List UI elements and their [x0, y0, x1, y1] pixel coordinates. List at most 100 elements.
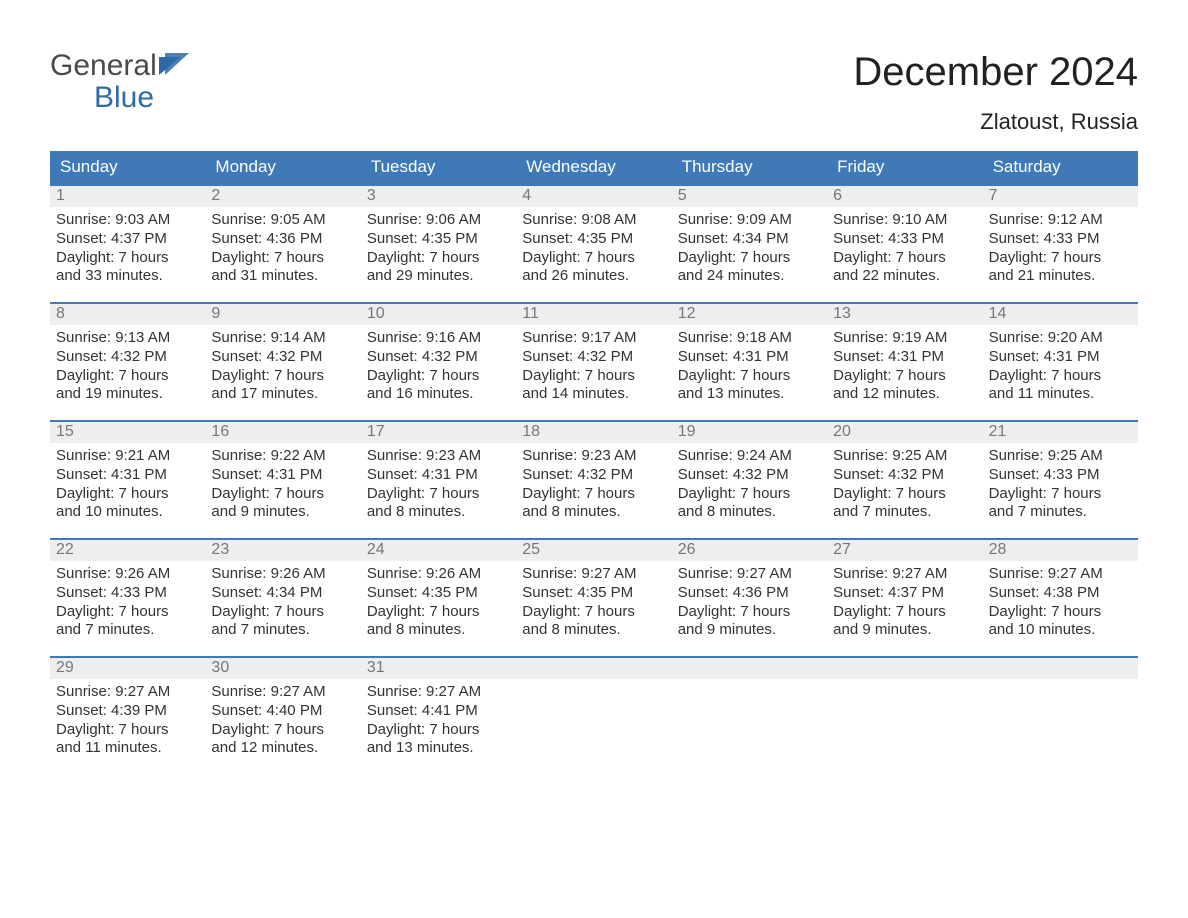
- calendar-day-cell: 20Sunrise: 9:25 AMSunset: 4:32 PMDayligh…: [827, 422, 982, 522]
- daylight-line: Daylight: 7 hours: [211, 367, 354, 386]
- day-number: 17: [361, 422, 516, 443]
- sunrise-line: Sunrise: 9:24 AM: [678, 447, 821, 466]
- day-body: Sunrise: 9:20 AMSunset: 4:31 PMDaylight:…: [983, 325, 1138, 404]
- sunset-line: Sunset: 4:36 PM: [211, 230, 354, 249]
- calendar: SundayMondayTuesdayWednesdayThursdayFrid…: [50, 151, 1138, 758]
- day-number: 12: [672, 304, 827, 325]
- daylight-line: Daylight: 7 hours: [211, 603, 354, 622]
- calendar-day-cell: 16Sunrise: 9:22 AMSunset: 4:31 PMDayligh…: [205, 422, 360, 522]
- calendar-day-cell: 27Sunrise: 9:27 AMSunset: 4:37 PMDayligh…: [827, 540, 982, 640]
- daylight-line: Daylight: 7 hours: [522, 603, 665, 622]
- calendar-day-cell: 22Sunrise: 9:26 AMSunset: 4:33 PMDayligh…: [50, 540, 205, 640]
- daylight-line: and 22 minutes.: [833, 267, 976, 286]
- daylight-line: Daylight: 7 hours: [989, 367, 1132, 386]
- daylight-line: Daylight: 7 hours: [678, 485, 821, 504]
- day-body: Sunrise: 9:06 AMSunset: 4:35 PMDaylight:…: [361, 207, 516, 286]
- sunrise-line: Sunrise: 9:09 AM: [678, 211, 821, 230]
- sunrise-line: Sunrise: 9:05 AM: [211, 211, 354, 230]
- daylight-line: Daylight: 7 hours: [522, 249, 665, 268]
- daylight-line: Daylight: 7 hours: [678, 367, 821, 386]
- daylight-line: and 17 minutes.: [211, 385, 354, 404]
- sunrise-line: Sunrise: 9:06 AM: [367, 211, 510, 230]
- day-number: 24: [361, 540, 516, 561]
- day-body: Sunrise: 9:10 AMSunset: 4:33 PMDaylight:…: [827, 207, 982, 286]
- sunrise-line: Sunrise: 9:10 AM: [833, 211, 976, 230]
- day-of-week-cell: Saturday: [983, 151, 1138, 184]
- day-body: Sunrise: 9:27 AMSunset: 4:35 PMDaylight:…: [516, 561, 671, 640]
- day-number: 29: [50, 658, 205, 679]
- calendar-day-cell: 6Sunrise: 9:10 AMSunset: 4:33 PMDaylight…: [827, 186, 982, 286]
- daylight-line: and 13 minutes.: [678, 385, 821, 404]
- sunset-line: Sunset: 4:32 PM: [211, 348, 354, 367]
- day-body: Sunrise: 9:12 AMSunset: 4:33 PMDaylight:…: [983, 207, 1138, 286]
- calendar-day-cell: 10Sunrise: 9:16 AMSunset: 4:32 PMDayligh…: [361, 304, 516, 404]
- day-number: 27: [827, 540, 982, 561]
- calendar-day-cell: 8Sunrise: 9:13 AMSunset: 4:32 PMDaylight…: [50, 304, 205, 404]
- daylight-line: and 10 minutes.: [989, 621, 1132, 640]
- calendar-day-cell: 18Sunrise: 9:23 AMSunset: 4:32 PMDayligh…: [516, 422, 671, 522]
- daylight-line: and 24 minutes.: [678, 267, 821, 286]
- calendar-day-cell: 11Sunrise: 9:17 AMSunset: 4:32 PMDayligh…: [516, 304, 671, 404]
- daylight-line: Daylight: 7 hours: [367, 367, 510, 386]
- day-number: 19: [672, 422, 827, 443]
- day-body: Sunrise: 9:18 AMSunset: 4:31 PMDaylight:…: [672, 325, 827, 404]
- day-body: Sunrise: 9:27 AMSunset: 4:41 PMDaylight:…: [361, 679, 516, 758]
- day-body: Sunrise: 9:17 AMSunset: 4:32 PMDaylight:…: [516, 325, 671, 404]
- title-block: December 2024 Zlatoust, Russia: [853, 50, 1138, 135]
- sunset-line: Sunset: 4:32 PM: [56, 348, 199, 367]
- day-number: 21: [983, 422, 1138, 443]
- sunset-line: Sunset: 4:31 PM: [367, 466, 510, 485]
- sunrise-line: Sunrise: 9:23 AM: [367, 447, 510, 466]
- day-number: 31: [361, 658, 516, 679]
- sunrise-line: Sunrise: 9:19 AM: [833, 329, 976, 348]
- calendar-day-cell: 3Sunrise: 9:06 AMSunset: 4:35 PMDaylight…: [361, 186, 516, 286]
- day-number-empty: [983, 658, 1138, 679]
- daylight-line: Daylight: 7 hours: [211, 485, 354, 504]
- daylight-line: Daylight: 7 hours: [833, 367, 976, 386]
- day-number: 22: [50, 540, 205, 561]
- day-number: 26: [672, 540, 827, 561]
- day-number: 18: [516, 422, 671, 443]
- sunset-line: Sunset: 4:35 PM: [522, 584, 665, 603]
- daylight-line: Daylight: 7 hours: [678, 603, 821, 622]
- daylight-line: Daylight: 7 hours: [989, 249, 1132, 268]
- daylight-line: Daylight: 7 hours: [833, 603, 976, 622]
- day-body: Sunrise: 9:26 AMSunset: 4:35 PMDaylight:…: [361, 561, 516, 640]
- sunset-line: Sunset: 4:37 PM: [56, 230, 199, 249]
- day-body: Sunrise: 9:16 AMSunset: 4:32 PMDaylight:…: [361, 325, 516, 404]
- sunset-line: Sunset: 4:34 PM: [211, 584, 354, 603]
- day-number: 9: [205, 304, 360, 325]
- sunrise-line: Sunrise: 9:08 AM: [522, 211, 665, 230]
- sunset-line: Sunset: 4:32 PM: [522, 466, 665, 485]
- day-number: 23: [205, 540, 360, 561]
- sunset-line: Sunset: 4:33 PM: [833, 230, 976, 249]
- calendar-day-cell: 30Sunrise: 9:27 AMSunset: 4:40 PMDayligh…: [205, 658, 360, 758]
- calendar-day-cell: 29Sunrise: 9:27 AMSunset: 4:39 PMDayligh…: [50, 658, 205, 758]
- daylight-line: and 12 minutes.: [211, 739, 354, 758]
- sunrise-line: Sunrise: 9:27 AM: [367, 683, 510, 702]
- daylight-line: Daylight: 7 hours: [522, 485, 665, 504]
- calendar-day-cell: 1Sunrise: 9:03 AMSunset: 4:37 PMDaylight…: [50, 186, 205, 286]
- sunrise-line: Sunrise: 9:18 AM: [678, 329, 821, 348]
- logo-text-general: General: [50, 50, 157, 82]
- location-label: Zlatoust, Russia: [853, 109, 1138, 135]
- daylight-line: and 8 minutes.: [367, 621, 510, 640]
- day-body: Sunrise: 9:14 AMSunset: 4:32 PMDaylight:…: [205, 325, 360, 404]
- daylight-line: Daylight: 7 hours: [56, 367, 199, 386]
- day-number-empty: [516, 658, 671, 679]
- daylight-line: and 26 minutes.: [522, 267, 665, 286]
- day-body: Sunrise: 9:09 AMSunset: 4:34 PMDaylight:…: [672, 207, 827, 286]
- sunrise-line: Sunrise: 9:12 AM: [989, 211, 1132, 230]
- daylight-line: Daylight: 7 hours: [989, 485, 1132, 504]
- calendar-day-cell: [516, 658, 671, 758]
- logo-flag-icon: [159, 50, 191, 82]
- sunset-line: Sunset: 4:31 PM: [989, 348, 1132, 367]
- day-of-week-cell: Wednesday: [516, 151, 671, 184]
- daylight-line: and 11 minutes.: [56, 739, 199, 758]
- calendar-week: 1Sunrise: 9:03 AMSunset: 4:37 PMDaylight…: [50, 184, 1138, 286]
- day-number: 10: [361, 304, 516, 325]
- daylight-line: Daylight: 7 hours: [833, 249, 976, 268]
- sunset-line: Sunset: 4:34 PM: [678, 230, 821, 249]
- day-body: Sunrise: 9:24 AMSunset: 4:32 PMDaylight:…: [672, 443, 827, 522]
- day-body: Sunrise: 9:13 AMSunset: 4:32 PMDaylight:…: [50, 325, 205, 404]
